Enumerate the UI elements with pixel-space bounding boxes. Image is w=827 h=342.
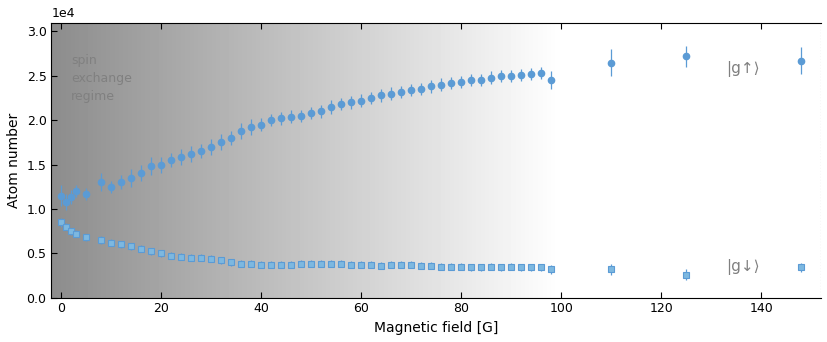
Text: 1e4: 1e4 [51,7,74,20]
Text: spin
exchange
regime: spin exchange regime [71,54,132,103]
X-axis label: Magnetic field [G]: Magnetic field [G] [374,321,498,335]
Text: |g↓⟩: |g↓⟩ [725,260,759,275]
Y-axis label: Atom number: Atom number [7,113,21,208]
Text: |g↑⟩: |g↑⟩ [725,61,759,77]
